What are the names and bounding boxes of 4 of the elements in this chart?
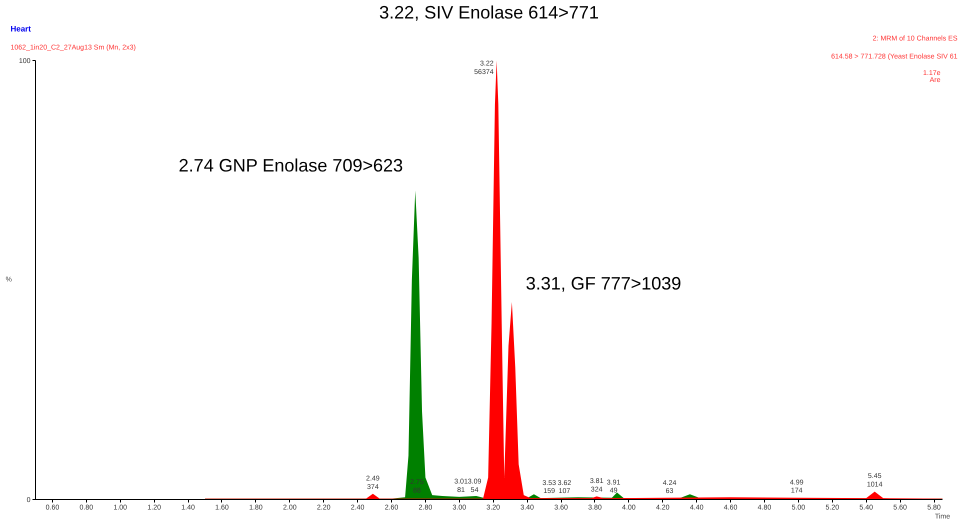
annotation: 3.31, GF 777>1039: [526, 274, 682, 294]
chart-title: Heart: [10, 24, 32, 34]
annotation: 2.74 GNP Enolase 709>623: [178, 156, 404, 176]
text: 3.22, SIV Enolase 614>771: [379, 2, 599, 22]
